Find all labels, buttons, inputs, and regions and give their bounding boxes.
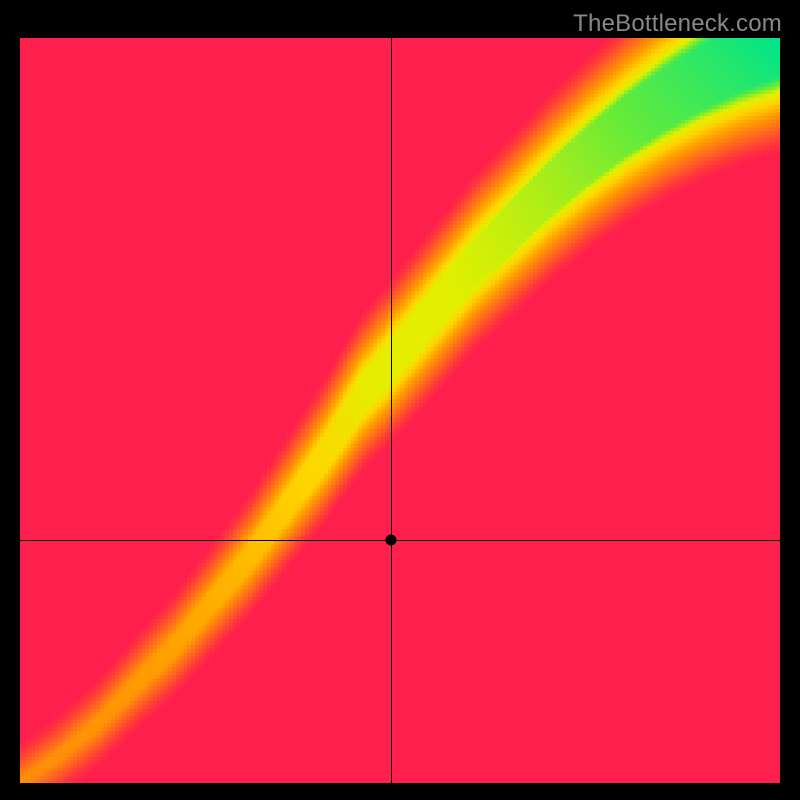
heatmap-plot [20, 38, 780, 783]
heatmap-canvas [20, 38, 780, 783]
chart-container: TheBottleneck.com [0, 0, 800, 800]
watermark-text: TheBottleneck.com [573, 10, 782, 38]
